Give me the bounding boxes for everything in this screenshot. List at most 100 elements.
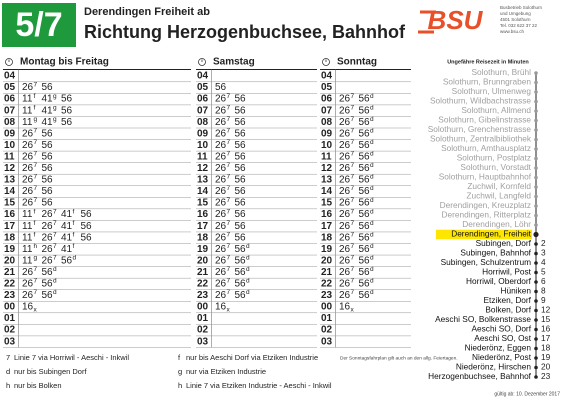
departure-minute: 26	[339, 105, 351, 116]
departure-minute: 26	[339, 163, 351, 174]
departure-minute: 41	[61, 221, 73, 232]
hour: 19	[321, 244, 333, 255]
departure-minute: 11	[22, 255, 33, 266]
footnote-mark: 7	[227, 151, 231, 158]
departure-minute: 26	[215, 140, 227, 151]
departure-minute: 56	[235, 140, 247, 151]
footnote-mark: d	[370, 93, 374, 100]
stop-dot	[534, 242, 538, 246]
footnote-mark: d	[370, 162, 374, 169]
departure-minute: 56	[359, 279, 371, 290]
stop-dot	[534, 280, 538, 284]
departure-minute: 56	[235, 186, 247, 197]
footnote-mark: d	[246, 243, 250, 250]
departure-minute: 56	[42, 82, 54, 93]
stop-name: Derendingen, Ritterplatz	[442, 210, 531, 220]
footnote-mark: 7	[227, 220, 231, 227]
hour: 09	[321, 128, 333, 139]
stop-name: Subingen, Bahnhof	[460, 248, 531, 258]
departure-minute: 56	[61, 255, 73, 266]
departure-minute: 56	[359, 105, 371, 116]
footnote-mark: g	[53, 116, 57, 123]
departure-minute: 56	[359, 209, 371, 220]
departure-minute: 26	[42, 255, 54, 266]
footnote-mark: f	[73, 208, 75, 215]
footnote-mark: d	[370, 197, 374, 204]
footnote-mark: 7	[351, 220, 355, 227]
departure-minute: 26	[215, 267, 227, 278]
stop-dot	[534, 270, 538, 275]
stop-dot	[534, 223, 538, 227]
stop-dot	[534, 80, 538, 85]
departure-minute: 56	[42, 267, 54, 278]
departure-minute: 26	[22, 151, 34, 162]
footnote-mark: d	[246, 278, 250, 285]
departure-minute: 41	[61, 244, 73, 255]
departure-minute: 26	[22, 198, 34, 209]
hour: 00	[4, 302, 16, 313]
travel-time: 3	[541, 248, 546, 258]
footnote-mark: 7	[227, 243, 231, 250]
hour: 02	[197, 325, 209, 336]
footnote-mark: 7	[351, 162, 355, 169]
stop-name: Niederönz, Eggen	[465, 343, 532, 353]
departure-minute: 26	[339, 244, 351, 255]
footnote-mark: 7	[227, 278, 231, 285]
line-number: 5/7	[15, 6, 62, 44]
footnote-mark: 7	[351, 197, 355, 204]
travel-time: 4	[541, 257, 546, 267]
stop-name: Niederönz, Post	[472, 352, 532, 362]
departure-minute: 56	[359, 198, 371, 209]
departure-minute: 26	[42, 209, 54, 220]
footnote-mark: 7	[351, 139, 355, 146]
departure-minute: 26	[22, 140, 34, 151]
hour: 22	[4, 279, 16, 290]
travel-time: 6	[541, 276, 546, 286]
footnote-mark: d	[370, 220, 374, 227]
departure-minute: 41	[42, 117, 54, 128]
departure-minute: 56	[359, 244, 371, 255]
departure-minute: 26	[42, 232, 54, 243]
departure-minute: 41	[42, 105, 54, 116]
departure-minute: 56	[235, 151, 247, 162]
travel-time: 18	[541, 343, 551, 353]
footnote-mark: f	[73, 231, 75, 238]
footnote-mark: x	[351, 307, 355, 314]
departure-minute: 26	[22, 267, 34, 278]
hour: 23	[321, 290, 333, 301]
travel-time: 5	[541, 267, 546, 277]
hour: 00	[321, 302, 333, 313]
footnote-mark: f	[73, 220, 75, 227]
footnote-mark: d	[53, 289, 57, 296]
stop-name: Derendingen Freiheit ab	[84, 6, 210, 18]
stop-name: Niederönz, Hirschen	[456, 362, 532, 372]
stop-name: Herzogenbuchsee, Bahnhof	[428, 371, 532, 381]
hour: 21	[321, 267, 333, 278]
footnote-mark: 7	[53, 231, 57, 238]
footnote-mark: 7	[227, 208, 231, 215]
hour: 01	[197, 313, 209, 324]
stop-dot	[534, 128, 538, 132]
departure-minute: 41	[61, 232, 73, 243]
hour: 04	[321, 71, 333, 82]
clock-icon	[5, 58, 13, 66]
hour: 10	[4, 140, 16, 151]
departure-minute: 26	[215, 198, 227, 209]
footnote-mark: x	[34, 307, 38, 314]
travel-time: 8	[541, 286, 546, 296]
stop-name: Solothurn, Gibelinstrasse	[438, 115, 531, 125]
address-line: Tel. 032 622 37 22	[500, 23, 538, 28]
stop-name: Horriwil, Oberdorf	[466, 276, 532, 286]
stop-dot	[534, 137, 538, 142]
column-title: Samstag	[213, 57, 255, 68]
stop-dot	[534, 318, 538, 322]
departure-minute: 16	[215, 302, 227, 313]
departure-minute: 56	[235, 117, 247, 128]
hour: 15	[4, 198, 16, 209]
footnote-mark: 7	[34, 278, 38, 285]
hour: 22	[321, 279, 333, 290]
hour: 06	[4, 94, 16, 105]
departure-minute: 26	[215, 255, 227, 266]
footnote-key: f	[178, 353, 181, 362]
hour: 14	[197, 186, 209, 197]
